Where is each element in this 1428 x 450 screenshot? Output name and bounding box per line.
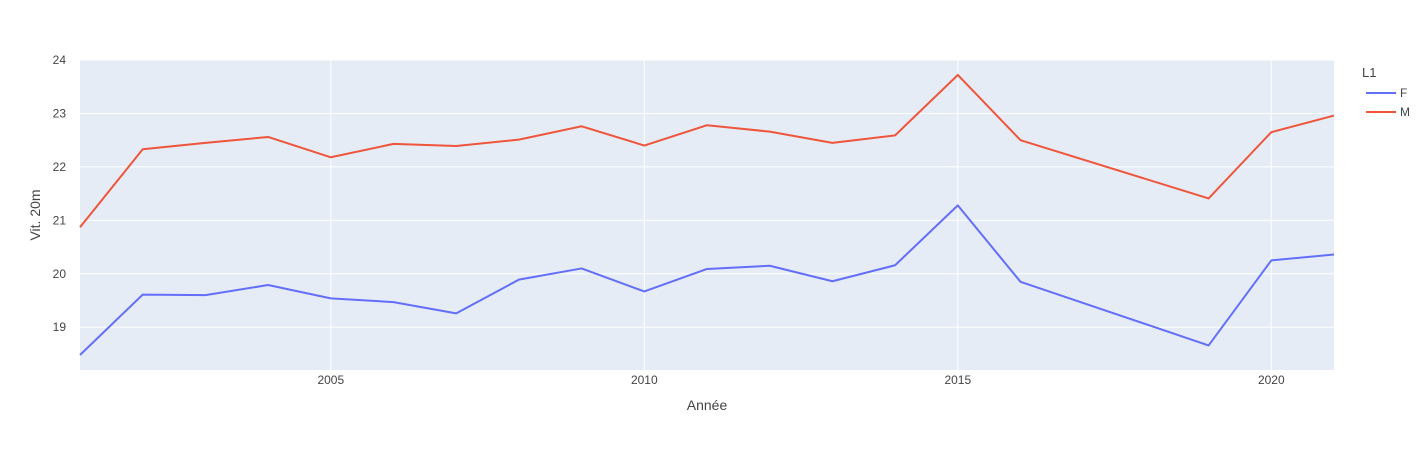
legend-title: L1 [1362,65,1376,80]
tick-labels: 2005 2010 2015 2020 19 20 21 22 23 24 [53,53,1285,387]
x-tick-label: 2020 [1258,373,1285,387]
legend-label-m[interactable]: M [1400,105,1410,119]
y-axis-title: Vit. 20m [27,189,43,240]
legend-label-f[interactable]: F [1400,86,1407,100]
series-layer [79,73,1335,356]
y-tick-label: 21 [53,213,67,227]
x-tick-label: 2015 [944,373,971,387]
series-line-m [79,73,1335,228]
y-tick-label: 24 [53,53,67,67]
y-tick-label: 19 [53,320,67,334]
x-axis-title: Année [687,397,728,413]
y-tick-label: 22 [53,160,67,174]
y-tick-label: 20 [53,267,67,281]
x-tick-label: 2010 [631,373,658,387]
plot-area [80,60,1334,370]
series-line-f [79,204,1335,356]
grid [80,59,1334,370]
y-tick-label: 23 [53,106,67,120]
x-tick-label: 2005 [317,373,344,387]
legend: L1 FM [1362,65,1410,119]
